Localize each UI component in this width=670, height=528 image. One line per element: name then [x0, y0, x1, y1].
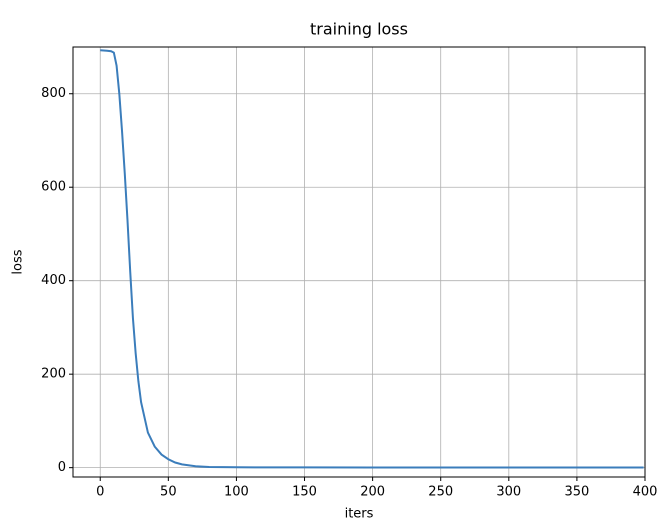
y-tick-label: 0	[58, 460, 66, 475]
x-tick-label: 250	[428, 485, 453, 500]
y-tick-label: 600	[41, 180, 66, 195]
x-tick-label: 150	[292, 485, 317, 500]
x-tick-label: 300	[496, 485, 521, 500]
x-axis-label: iters	[345, 507, 374, 522]
x-tick-label: 0	[96, 485, 104, 500]
x-tick-label: 350	[564, 485, 589, 500]
y-tick-label: 200	[41, 367, 66, 382]
chart-title: training loss	[310, 20, 408, 39]
y-axis-label: loss	[11, 249, 26, 274]
x-tick-label: 50	[160, 485, 177, 500]
y-tick-label: 400	[41, 273, 66, 288]
y-tick-label: 800	[41, 86, 66, 101]
plot-frame	[72, 46, 646, 478]
line	[100, 49, 644, 469]
x-tick-label: 400	[633, 485, 658, 500]
x-tick-label: 100	[224, 485, 249, 500]
x-tick-label: 200	[360, 485, 385, 500]
